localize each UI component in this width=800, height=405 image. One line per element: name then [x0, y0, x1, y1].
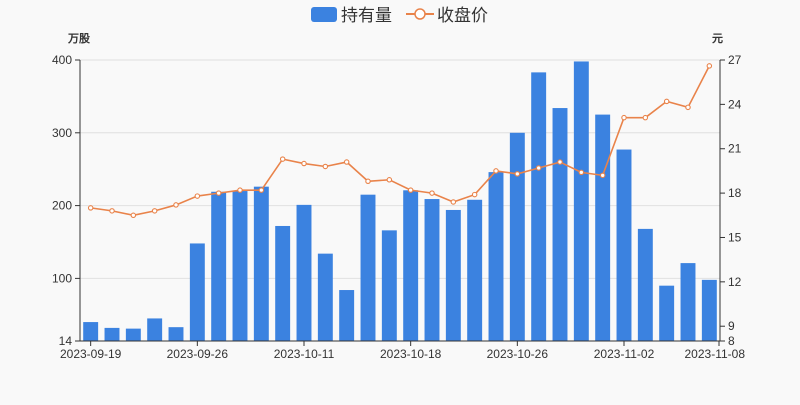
right-tick-label: 15	[728, 230, 742, 244]
right-tick-label: 24	[728, 97, 742, 111]
grid-lines	[80, 59, 720, 279]
point-close-price	[109, 208, 115, 214]
point-close-price	[173, 202, 179, 208]
bar-holdings	[552, 108, 568, 341]
bar-holdings	[659, 285, 675, 341]
point-close-price	[642, 114, 649, 121]
point-close-price	[535, 165, 542, 171]
bar-holdings	[445, 209, 461, 341]
left-tick-label: 300	[52, 126, 72, 140]
bar-holdings	[147, 318, 163, 341]
point-close-price	[258, 187, 265, 193]
bar-holdings	[360, 194, 376, 341]
point-close-price	[215, 190, 222, 196]
bar-holdings	[253, 186, 269, 341]
point-close-price	[386, 177, 393, 183]
point-close-price	[279, 156, 286, 162]
bar-holdings	[211, 191, 227, 341]
left-tick-label: 100	[52, 271, 72, 285]
point-close-price	[706, 63, 713, 69]
bar-holdings	[403, 190, 419, 341]
line-series-close	[87, 63, 713, 219]
point-close-price	[471, 191, 478, 198]
left-axis-ticks: 14 100 200 300 400	[52, 53, 80, 348]
point-close-price	[663, 98, 670, 105]
bar-holdings	[339, 290, 355, 341]
bar-holdings	[189, 243, 205, 341]
x-tick-label: 2023-10-18	[380, 347, 442, 361]
left-tick-label: 400	[52, 53, 72, 67]
point-close-price	[514, 171, 521, 177]
bar-holdings	[616, 149, 632, 341]
x-tick-label: 2023-11-08	[685, 347, 746, 361]
bar-holdings	[232, 191, 248, 341]
bar-holdings	[467, 199, 483, 341]
x-tick-label: 2023-10-26	[487, 347, 549, 361]
bar-holdings	[168, 327, 184, 341]
point-close-price	[578, 169, 585, 176]
legend-label-close: 收盘价	[437, 6, 488, 25]
x-tick-label: 2023-09-19	[60, 347, 122, 361]
left-tick-label: 200	[52, 199, 72, 213]
left-tick-label: 14	[59, 334, 73, 348]
bar-holdings	[531, 72, 547, 342]
bar-holdings	[595, 114, 611, 341]
bar-holdings	[701, 279, 717, 341]
bar-holdings	[637, 228, 653, 341]
x-tick-label: 2023-09-26	[167, 347, 229, 361]
right-tick-label: 12	[728, 275, 742, 289]
point-close-price	[599, 172, 606, 179]
right-tick-label: 21	[728, 142, 742, 156]
bar-holdings	[381, 230, 397, 341]
left-axis-unit: 万股	[67, 32, 91, 45]
point-close-price	[557, 159, 563, 165]
legend: 持有量 收盘价	[311, 6, 488, 25]
point-close-price	[407, 187, 414, 193]
bar-holdings	[296, 204, 312, 341]
point-close-price	[493, 168, 499, 174]
point-close-price	[237, 187, 243, 193]
right-tick-label: 9	[728, 319, 735, 333]
point-close-price	[301, 160, 307, 167]
bar-holdings	[509, 132, 525, 341]
legend-marker-close	[414, 8, 426, 20]
right-tick-label: 27	[728, 53, 742, 67]
point-close-price	[621, 114, 627, 121]
point-close-price	[365, 178, 371, 185]
bar-holdings	[573, 61, 589, 341]
bar-holdings	[680, 263, 696, 341]
legend-label-holdings: 持有量	[341, 6, 392, 25]
bar-series-holdings	[83, 61, 717, 342]
bar-holdings	[125, 328, 141, 341]
x-axis-ticks: 2023-09-19 2023-09-26 2023-10-11 2023-10-18…	[60, 341, 745, 361]
point-close-price	[194, 193, 201, 199]
bar-holdings	[275, 225, 291, 341]
x-tick-label: 2023-11-02	[594, 347, 655, 361]
bar-holdings	[424, 199, 440, 341]
point-close-price	[151, 208, 158, 214]
point-close-price	[450, 199, 457, 205]
bar-holdings	[488, 172, 504, 341]
right-axis-ticks: 89 12 15 18 21 24 27	[720, 53, 742, 348]
point-close-price	[322, 163, 329, 170]
point-close-price	[685, 104, 691, 111]
right-tick-label: 8	[728, 334, 735, 348]
point-close-price	[429, 190, 435, 196]
line-close-price	[90, 65, 711, 217]
point-close-price	[87, 205, 94, 211]
right-tick-label: 18	[728, 186, 742, 200]
point-close-price	[343, 159, 350, 165]
bar-holdings	[104, 327, 120, 341]
bar-holdings	[317, 253, 333, 341]
axes	[79, 60, 721, 342]
right-axis-unit: 元	[712, 32, 723, 45]
bar-holdings	[83, 322, 99, 341]
legend-swatch-holdings	[311, 7, 337, 22]
point-close-price	[130, 212, 137, 219]
x-tick-label: 2023-10-11	[274, 347, 335, 361]
